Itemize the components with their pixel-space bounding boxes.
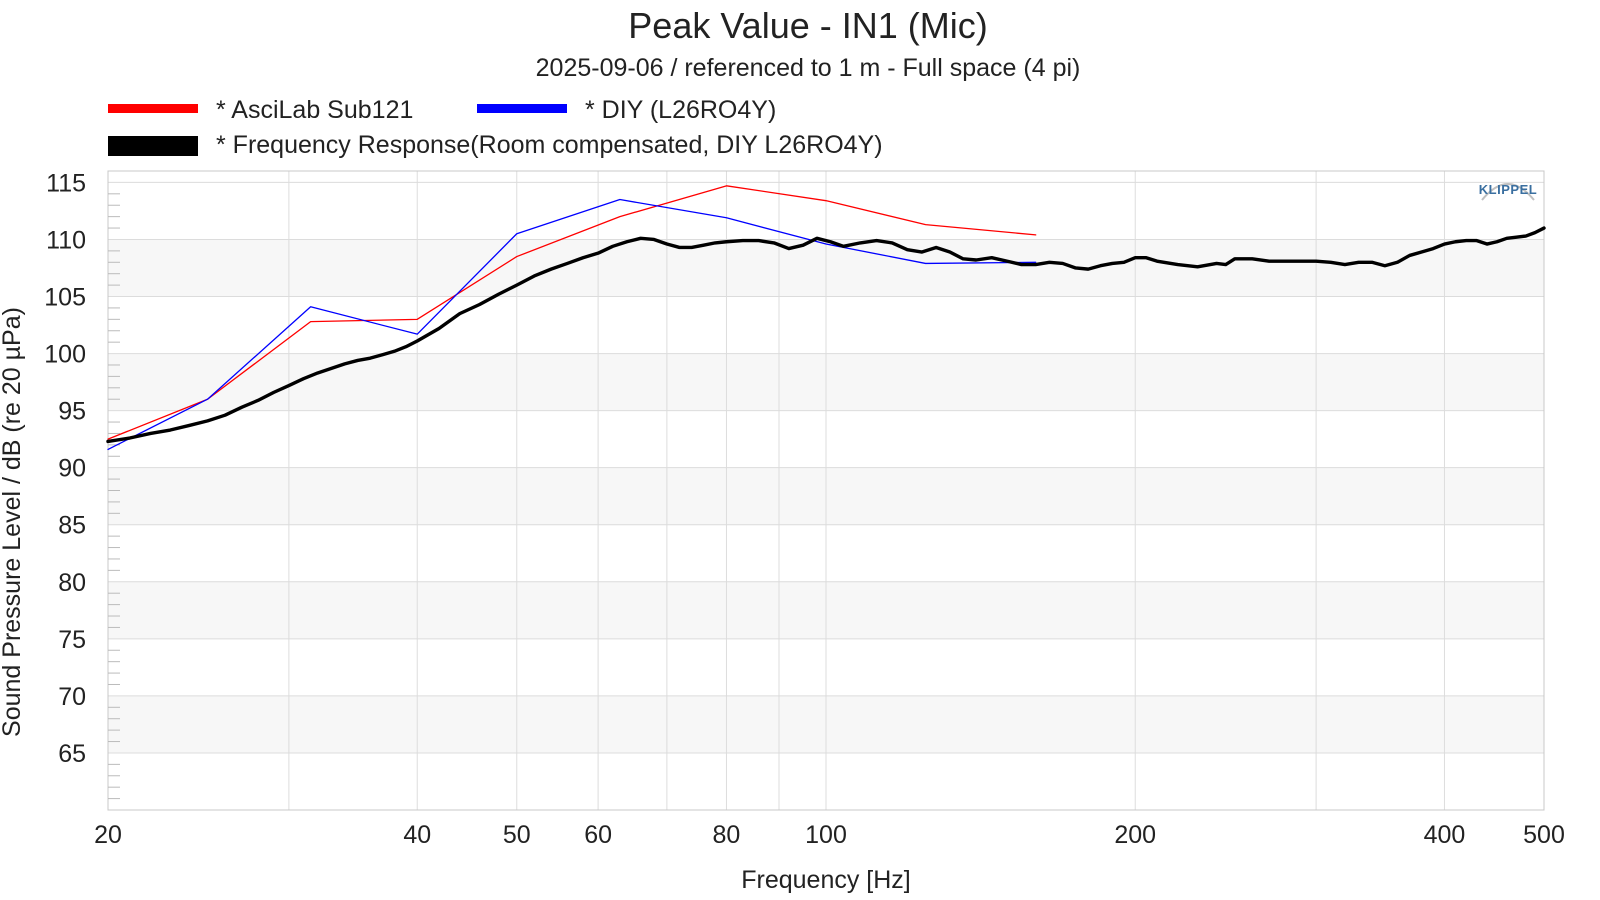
legend-label-series-2: * DIY (L26RO4Y) <box>585 96 776 124</box>
y-tick-label: 75 <box>58 626 86 654</box>
x-tick-label: 60 <box>584 821 612 849</box>
x-tick-label: 200 <box>1114 821 1156 849</box>
y-tick-label: 80 <box>58 569 86 597</box>
logo-text: KLIPPEL <box>1479 182 1537 197</box>
x-tick-label: 50 <box>503 821 531 849</box>
series-layer <box>106 185 1546 451</box>
legend-swatch-series-1 <box>108 104 198 113</box>
y-tick-label: 90 <box>58 455 86 483</box>
y-tick-label: 100 <box>44 341 86 369</box>
x-tick-labels: 20 40 50 60 80 100 200 400 500 <box>94 821 1565 849</box>
x-tick-label: 80 <box>713 821 741 849</box>
y-tick-label: 65 <box>58 740 86 768</box>
y-tick-label: 115 <box>46 169 86 197</box>
x-tick-label: 400 <box>1424 821 1466 849</box>
y-tick-label: 110 <box>46 226 86 254</box>
legend-swatch-series-2 <box>477 104 567 113</box>
klippel-logo: KLIPPEL <box>1479 182 1537 201</box>
legend: * AsciLab Sub121 * DIY (L26RO4Y) * Frequ… <box>108 96 883 159</box>
plot-grid <box>108 171 1544 810</box>
x-tick-label: 500 <box>1523 821 1565 849</box>
legend-label-series-3: * Frequency Response(Room compensated, D… <box>216 131 883 159</box>
y-tick-label: 70 <box>58 683 86 711</box>
legend-swatch-series-3 <box>108 136 198 156</box>
series-line-2 <box>107 198 1037 451</box>
x-tick-label: 100 <box>805 821 847 849</box>
y-tick-label: 105 <box>44 284 86 312</box>
series-line-1 <box>107 185 1037 440</box>
x-axis-label: Frequency [Hz] <box>741 866 911 894</box>
series-line-3 <box>106 226 1546 444</box>
logo-arc-icon <box>1481 183 1535 201</box>
x-tick-label: 20 <box>94 821 122 849</box>
y-tick-label: 85 <box>58 512 86 540</box>
chart-subtitle: 2025-09-06 / referenced to 1 m - Full sp… <box>536 54 1081 82</box>
y-minor-ticks <box>108 193 120 800</box>
x-tick-label: 40 <box>403 821 431 849</box>
y-tick-labels: 65 70 75 80 85 90 95 100 105 110 115 <box>44 169 86 768</box>
chart-title: Peak Value - IN1 (Mic) <box>628 5 987 46</box>
y-axis-label: Sound Pressure Level / dB (re 20 µPa) <box>0 307 26 737</box>
y-tick-label: 95 <box>58 398 86 426</box>
legend-label-series-1: * AsciLab Sub121 <box>216 96 413 124</box>
